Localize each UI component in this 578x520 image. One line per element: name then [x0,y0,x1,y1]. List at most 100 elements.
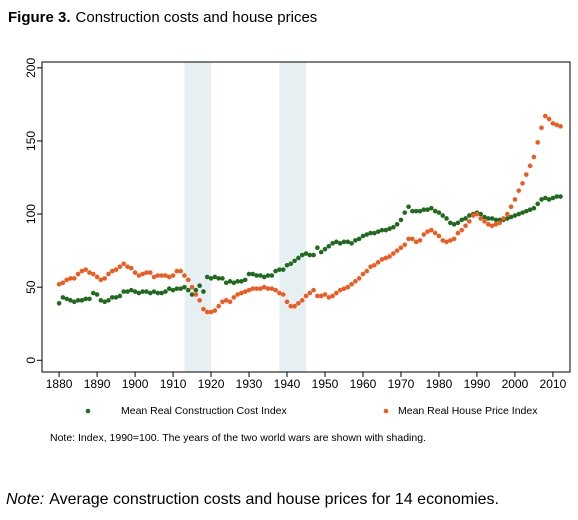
data-point [117,293,123,299]
data-point [60,280,66,286]
data-point [280,267,286,272]
data-point [448,238,453,243]
data-point [102,276,107,281]
data-point [478,211,484,217]
data-point [208,309,214,315]
data-point [64,277,69,283]
data-point [470,213,476,218]
data-point [318,293,324,299]
data-point [94,292,100,297]
data-point [524,208,529,214]
data-point [75,298,81,303]
data-point [56,300,62,306]
data-point [132,289,138,294]
data-point [231,295,237,300]
data-point [444,216,449,221]
data-point [349,281,354,287]
data-point [531,154,537,160]
x-tick-label: 1890 [84,377,111,391]
data-point [330,241,335,246]
data-point [463,216,468,221]
data-point [144,270,149,275]
y-tick-label: 150 [24,131,38,151]
data-point [208,276,214,281]
data-point [94,274,100,280]
data-point [216,276,221,281]
data-point [531,205,537,211]
data-point [455,220,461,226]
data-point [258,273,263,278]
data-point [337,241,343,246]
data-point [429,227,434,233]
caption-label: Note: [6,491,44,508]
data-point [417,238,423,243]
title-text: Construction costs and house prices [76,9,318,26]
data-point [242,277,248,283]
data-point [318,249,324,255]
data-point [193,287,199,293]
data-point [220,299,225,305]
data-point [387,254,392,259]
data-point [140,289,145,294]
data-point [178,268,183,274]
y-tick-label: 100 [24,204,38,224]
data-point [398,217,404,223]
data-point [246,287,252,293]
data-point [520,181,525,186]
data-point [147,270,153,275]
data-point [330,293,335,299]
data-point [265,273,271,278]
data-point [448,220,453,226]
war-shading [184,62,212,372]
data-point [410,236,415,242]
title-label: Figure 3. [8,9,71,26]
data-point [372,230,377,236]
data-point [303,293,309,299]
data-point [166,286,172,291]
data-point [451,222,457,227]
data-point [505,216,510,221]
data-point [261,284,267,290]
data-point [516,188,522,193]
data-point [235,292,240,297]
data-point [527,207,533,212]
data-point [227,279,233,284]
data-point [368,230,373,236]
data-point [132,270,138,275]
data-point [178,286,183,291]
data-point [87,270,92,275]
data-point [478,216,484,221]
data-point [486,222,491,227]
data-point [432,208,438,214]
data-point [250,286,256,291]
data-point [136,273,142,278]
data-point [539,125,544,131]
data-point [307,290,313,296]
x-tick-label: 1980 [426,377,453,391]
data-point [68,276,73,281]
data-point [182,273,187,278]
data-point [193,292,199,297]
x-tick-label: 1930 [236,377,263,391]
data-point [459,227,465,233]
data-point [83,296,88,302]
data-point [508,204,514,210]
data-point [467,219,472,224]
data-point [159,290,164,296]
data-point [322,292,328,297]
data-point [501,216,506,221]
data-point [550,195,556,201]
data-point [136,290,142,296]
legend-marker [85,408,91,414]
data-point [402,242,408,248]
data-point [125,264,130,270]
data-point [455,230,461,236]
data-point [170,273,176,278]
war-shading [279,62,306,372]
data-point [71,276,77,281]
data-point [174,286,180,291]
data-point [128,287,134,293]
x-tick-label: 1900 [122,377,149,391]
data-point [277,290,282,296]
data-point [235,279,240,284]
